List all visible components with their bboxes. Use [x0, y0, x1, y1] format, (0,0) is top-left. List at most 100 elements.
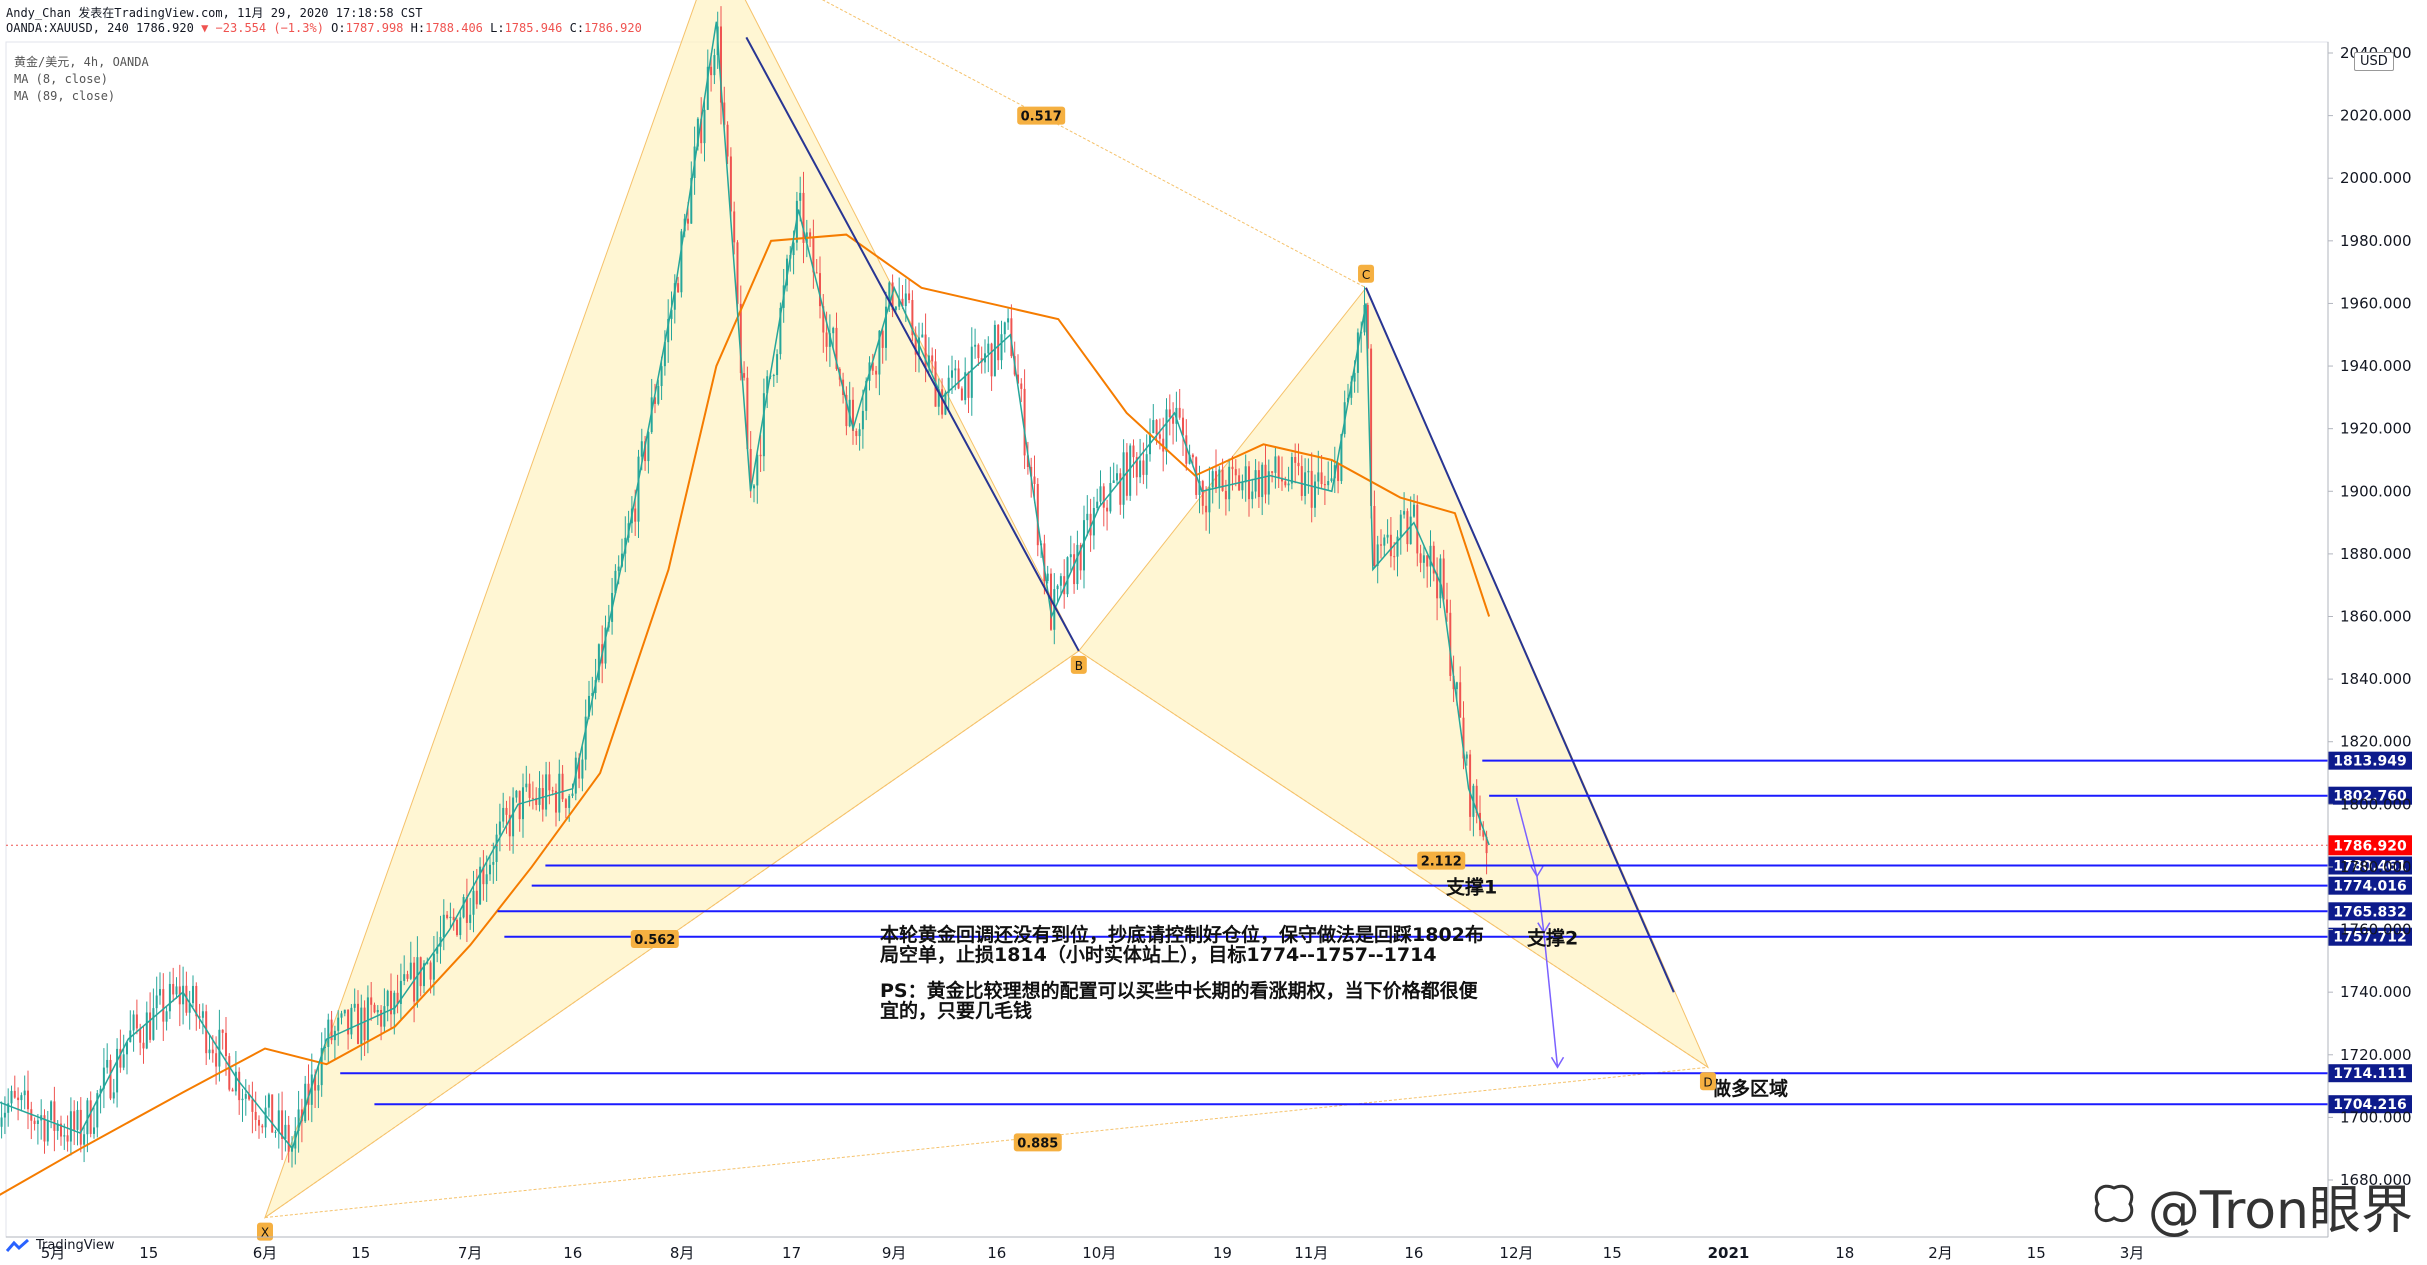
candle-body — [353, 1003, 356, 1008]
level-price-text: 1813.949 — [2333, 754, 2407, 770]
candle-body — [1125, 452, 1128, 496]
indicator-legend: 黄金/美元, 4h, OANDA MA (8, close) MA (89, c… — [14, 54, 149, 105]
candle-body — [399, 980, 402, 1004]
level-price-tag — [2328, 786, 2412, 805]
candle-body — [79, 1109, 82, 1145]
candle-body — [554, 790, 557, 813]
legend-title[interactable]: 黄金/美元, 4h, OANDA — [14, 55, 149, 69]
time-tick-label: 9月 — [882, 1244, 907, 1262]
candle-body — [815, 272, 818, 274]
currency-badge[interactable]: USD — [2354, 52, 2394, 71]
point-tag-b — [1070, 655, 1087, 674]
time-tick-label: 5月 — [41, 1244, 66, 1262]
candle-body — [822, 306, 825, 333]
level-price-tag — [2328, 902, 2412, 921]
candle-body — [1073, 554, 1076, 585]
candle-body — [1429, 545, 1432, 567]
candle-body — [518, 790, 521, 820]
candle-body — [432, 953, 435, 980]
candle-body — [634, 508, 637, 522]
candle-body — [1099, 486, 1102, 502]
candle-body — [1383, 537, 1386, 546]
candle-body — [132, 1014, 135, 1031]
candle-body — [323, 1046, 326, 1048]
candle-body — [696, 118, 699, 147]
candle-body — [149, 1012, 152, 1040]
candle-body — [20, 1095, 23, 1101]
candle-body — [376, 1009, 379, 1013]
candle-body — [1043, 543, 1046, 581]
candle-body — [43, 1115, 46, 1142]
candle-body — [208, 1049, 211, 1054]
candle-body — [1109, 483, 1112, 512]
ratio-line-xd — [264, 1066, 1709, 1219]
candle-body — [1241, 482, 1244, 491]
candle-body — [1007, 318, 1010, 323]
high-value: 1788.406 — [425, 21, 483, 35]
legend-ma8[interactable]: MA (8, close) — [14, 72, 108, 86]
candle-body — [835, 327, 838, 369]
candle-body — [726, 124, 729, 157]
candle-body — [452, 916, 455, 920]
candle-body — [1436, 573, 1439, 599]
candle-body — [1132, 445, 1135, 458]
time-tick-label: 18 — [1835, 1244, 1854, 1262]
ma8-line[interactable] — [0, 21, 1490, 1151]
candle-body — [1261, 464, 1264, 498]
candle-body — [508, 814, 511, 837]
trendline-cd[interactable] — [1365, 287, 1675, 993]
candle-body — [1264, 464, 1267, 495]
candle-body — [373, 1004, 376, 1013]
candle-body — [429, 962, 432, 980]
candle-body — [1142, 460, 1145, 475]
candle-body — [723, 102, 726, 125]
candle-body — [733, 211, 736, 243]
candle-body — [63, 1135, 66, 1137]
candle-body — [908, 293, 911, 301]
brand-text[interactable]: TradingView — [36, 1238, 115, 1253]
candle-body — [238, 1071, 241, 1101]
ratio-tag — [1417, 851, 1466, 870]
time-tick-label: 17 — [782, 1244, 801, 1262]
candle-body — [139, 1028, 142, 1043]
arrow-1 — [1515, 797, 1538, 877]
candle-body — [591, 692, 594, 696]
candle-body — [1399, 514, 1402, 537]
pattern-xab — [264, 0, 1080, 1219]
candle-body — [356, 1003, 359, 1044]
candle-body — [1389, 534, 1392, 557]
candle-body — [1284, 481, 1287, 486]
candle-body — [46, 1120, 49, 1142]
candle-body — [56, 1123, 59, 1131]
candle-body — [343, 1009, 346, 1014]
candle-body — [1340, 434, 1343, 482]
ma89-line[interactable] — [0, 233, 1491, 1196]
candle-body — [1363, 304, 1366, 333]
candle-body — [1066, 557, 1069, 595]
ratio-tag — [630, 929, 679, 948]
candle-body — [69, 1111, 72, 1142]
candle-body — [914, 335, 917, 355]
candle-body — [1218, 469, 1221, 488]
watermark: @Tron眼界 — [2088, 1168, 2413, 1243]
legend-ma89[interactable]: MA (89, close) — [14, 89, 116, 103]
candle-body — [383, 1006, 386, 1027]
candle-body — [1208, 487, 1211, 513]
level-price-text: 1780.461 — [2333, 859, 2407, 875]
candle-body — [667, 318, 670, 343]
symbol: OANDA:XAUUSD, 240 — [6, 21, 129, 35]
low-value: 1785.946 — [504, 21, 563, 35]
price-tick-label: 1820.000 — [2340, 733, 2412, 751]
candle-body — [604, 627, 607, 664]
candle-body — [92, 1127, 95, 1134]
candle-body — [59, 1123, 62, 1137]
candle-body — [710, 66, 713, 76]
candle-body — [168, 983, 171, 1012]
candle-body — [749, 448, 752, 489]
candle-body — [422, 963, 425, 987]
candle-body — [505, 807, 508, 815]
candle-body — [1386, 534, 1389, 538]
candle-body — [409, 962, 412, 979]
trendline-ab[interactable] — [745, 36, 1080, 652]
